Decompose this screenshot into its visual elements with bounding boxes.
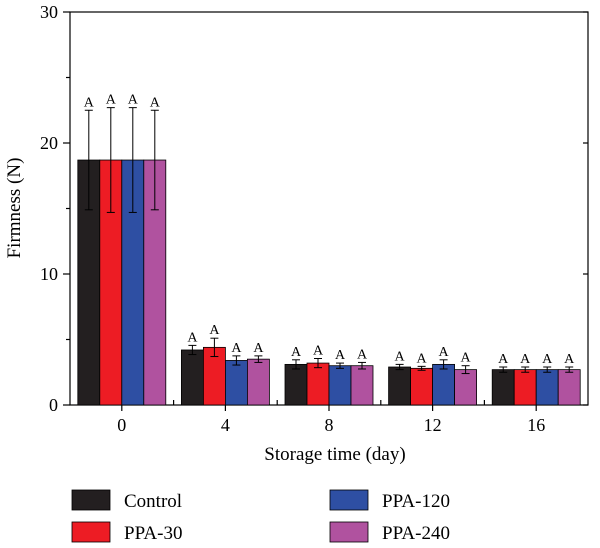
bar-ppa-30-day-12 xyxy=(410,367,434,406)
bar-ppa-120-day-12 xyxy=(432,363,456,406)
bar-control-day-8 xyxy=(284,363,308,406)
significance-label: A xyxy=(395,349,406,364)
significance-label: A xyxy=(313,343,324,358)
significance-label: A xyxy=(84,95,95,110)
significance-label: A xyxy=(564,352,575,367)
y-tick-label: 20 xyxy=(40,133,58,153)
x-tick-label: 8 xyxy=(325,415,334,435)
significance-label: A xyxy=(187,330,198,345)
bar-ppa-240-day-4 xyxy=(246,358,270,406)
y-tick-label: 30 xyxy=(40,2,58,22)
significance-label: A xyxy=(542,352,553,367)
significance-label: A xyxy=(417,351,428,366)
legend-label-ppa-30: PPA-30 xyxy=(124,523,182,544)
bar-control-day-12 xyxy=(388,366,412,406)
significance-label: A xyxy=(150,95,161,110)
y-axis-title: Firmness (N) xyxy=(4,158,25,259)
significance-label: A xyxy=(520,352,531,367)
bar-ppa-30-day-8 xyxy=(306,362,330,406)
bar-ppa-120-day-4 xyxy=(224,360,248,406)
significance-label: A xyxy=(357,347,368,362)
legend-swatch-ppa-240 xyxy=(329,521,369,543)
legend-label-control: Control xyxy=(124,491,182,512)
y-axis: 0 10 20 30 xyxy=(40,2,588,415)
significance-label: A xyxy=(253,341,264,356)
x-tick-label: 12 xyxy=(424,415,442,435)
significance-label: A xyxy=(461,351,472,366)
significance-label: A xyxy=(209,323,220,338)
x-axis-title: Storage time (day) xyxy=(264,444,405,465)
significance-label: A xyxy=(335,348,346,363)
significance-label: A xyxy=(439,345,450,360)
bar-ppa-120-day-8 xyxy=(328,365,352,406)
significance-label: A xyxy=(291,345,302,360)
bar-ppa-30-day-16 xyxy=(513,369,537,406)
x-tick-label: 0 xyxy=(117,415,126,435)
bar-ppa-240-day-12 xyxy=(454,369,478,406)
bar-ppa-120-day-16 xyxy=(535,369,559,406)
x-tick-label: 4 xyxy=(221,415,230,435)
x-axis: 0 4 8 12 16 xyxy=(117,400,545,435)
x-tick-label: 16 xyxy=(527,415,545,435)
legend-label-ppa-240: PPA-240 xyxy=(382,523,450,544)
legend-swatch-ppa-120 xyxy=(329,489,369,511)
legend-swatch-control xyxy=(71,489,111,511)
significance-label: A xyxy=(231,341,242,356)
bar-control-day-4 xyxy=(180,349,204,406)
significance-label: A xyxy=(128,93,139,108)
bar-ppa-240-day-16 xyxy=(557,369,581,406)
bar-control-day-16 xyxy=(491,369,515,406)
bar-ppa-240-day-8 xyxy=(350,365,374,406)
y-tick-label: 0 xyxy=(49,395,58,415)
legend-swatch-ppa-30 xyxy=(71,521,111,543)
y-tick-label: 10 xyxy=(40,264,58,284)
plot-area: A A A AA AA A A A A A A A A A A A A A xyxy=(69,11,589,406)
significance-label: A xyxy=(106,93,117,108)
legend-label-ppa-120: PPA-120 xyxy=(382,491,450,512)
legend: Control PPA-30 PPA-120 PPA-240 xyxy=(71,489,450,544)
significance-label: A xyxy=(498,352,509,367)
